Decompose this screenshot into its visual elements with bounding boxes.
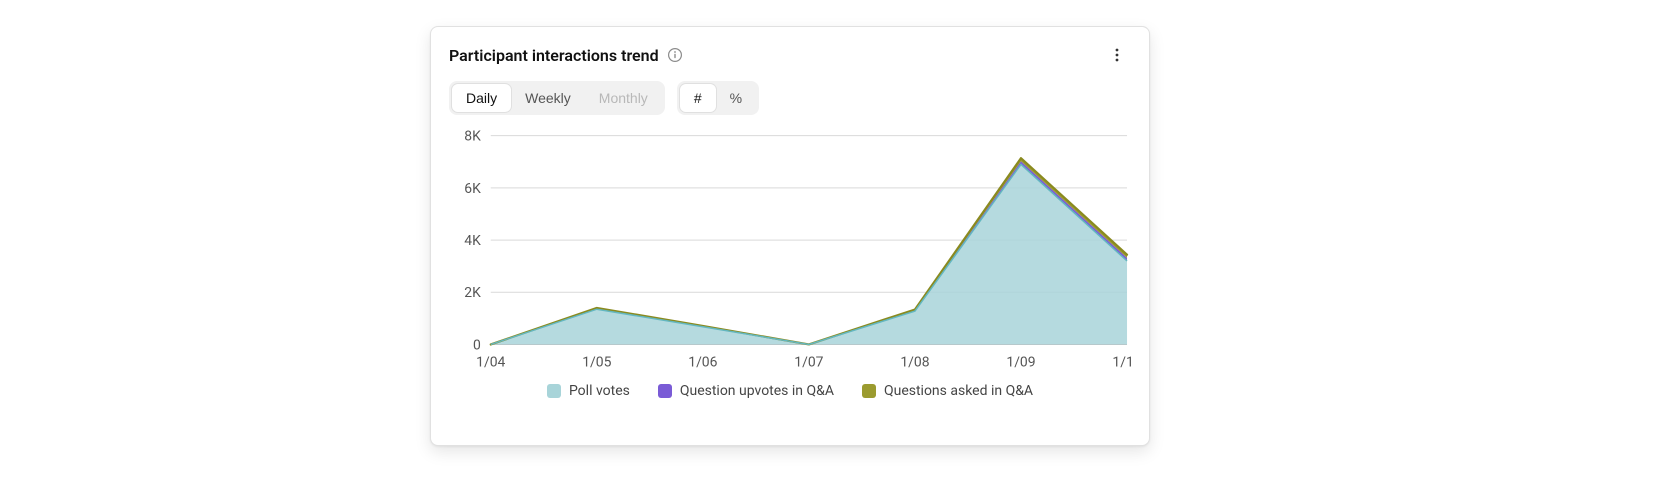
kebab-icon xyxy=(1109,47,1125,63)
legend-label-poll_votes: Poll votes xyxy=(569,383,630,399)
svg-text:1/10: 1/10 xyxy=(1112,354,1131,370)
period-tab-daily[interactable]: Daily xyxy=(452,84,511,112)
series-area-poll-votes xyxy=(491,164,1127,344)
legend-swatch-question_upvotes xyxy=(658,384,672,398)
interactions-chart: 0 2K 4K 6K 8K 1/04 1/05 1/06 1/07 1/08 1/09 1/10 xyxy=(449,129,1131,375)
period-tab-weekly[interactable]: Weekly xyxy=(511,84,585,112)
card-menu-button[interactable] xyxy=(1103,41,1131,69)
unit-segmented-control: #% xyxy=(677,81,759,115)
svg-text:1/07: 1/07 xyxy=(794,354,823,370)
chart-area: 0 2K 4K 6K 8K 1/04 1/05 1/06 1/07 1/08 1/09 1/10 xyxy=(449,129,1131,375)
card-title: Participant interactions trend xyxy=(449,46,659,65)
legend-item-questions_asked[interactable]: Questions asked in Q&A xyxy=(862,383,1033,399)
svg-text:1/06: 1/06 xyxy=(688,354,717,370)
chart-legend: Poll votes Question upvotes in Q&A Questio… xyxy=(431,375,1149,411)
period-tab-monthly: Monthly xyxy=(585,84,662,112)
period-segmented-control: DailyWeeklyMonthly xyxy=(449,81,665,115)
svg-text:1/04: 1/04 xyxy=(476,354,505,370)
svg-text:1/08: 1/08 xyxy=(900,354,929,370)
svg-text:0: 0 xyxy=(473,337,481,353)
legend-label-question_upvotes: Question upvotes in Q&A xyxy=(680,383,834,399)
interactions-trend-card: Participant interactions trend DailyWeek… xyxy=(430,26,1150,446)
legend-label-questions_asked: Questions asked in Q&A xyxy=(884,383,1033,399)
svg-text:8K: 8K xyxy=(464,129,481,145)
card-header: Participant interactions trend xyxy=(431,27,1149,75)
unit-tab-#[interactable]: # xyxy=(680,84,716,112)
svg-text:1/09: 1/09 xyxy=(1006,354,1035,370)
controls-row: DailyWeeklyMonthly #% xyxy=(431,75,1149,123)
legend-swatch-poll_votes xyxy=(547,384,561,398)
legend-item-poll_votes[interactable]: Poll votes xyxy=(547,383,630,399)
svg-text:1/05: 1/05 xyxy=(582,354,611,370)
legend-item-question_upvotes[interactable]: Question upvotes in Q&A xyxy=(658,383,834,399)
info-icon[interactable] xyxy=(667,47,683,63)
svg-text:2K: 2K xyxy=(464,285,481,301)
svg-text:6K: 6K xyxy=(464,181,481,197)
svg-text:4K: 4K xyxy=(464,233,481,249)
unit-tab-%[interactable]: % xyxy=(716,84,756,112)
legend-swatch-questions_asked xyxy=(862,384,876,398)
